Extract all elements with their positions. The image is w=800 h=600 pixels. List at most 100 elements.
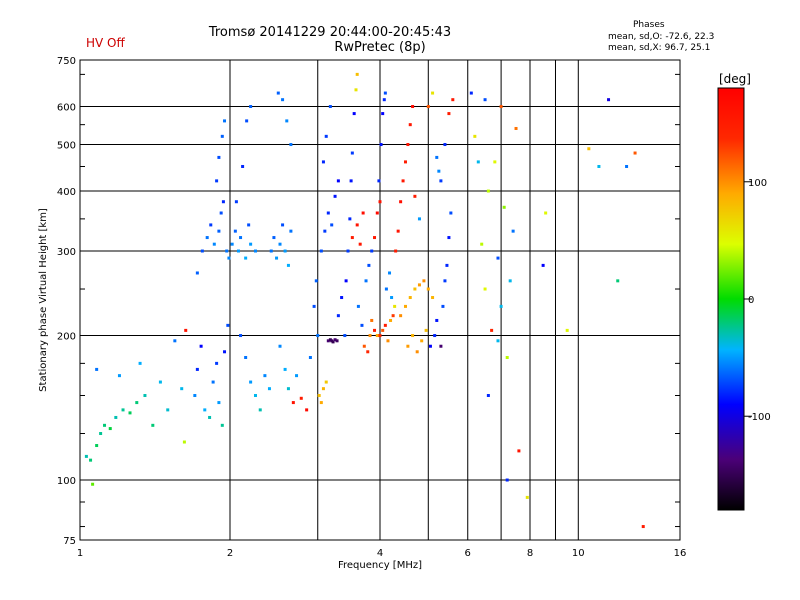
data-point (378, 200, 382, 204)
data-point (215, 361, 219, 365)
data-point (368, 334, 372, 338)
data-point (382, 98, 386, 102)
plot-frame (79, 59, 681, 541)
data-point (394, 249, 398, 253)
data-point (283, 249, 287, 253)
data-point (117, 374, 121, 378)
data-point (370, 249, 374, 253)
data-point (249, 242, 253, 246)
data-point (319, 401, 323, 405)
data-point (244, 355, 248, 359)
data-point (451, 98, 455, 102)
y-tick-label: 200 (57, 332, 76, 343)
data-point (323, 229, 327, 233)
data-point (408, 123, 412, 127)
data-point (633, 151, 637, 155)
data-point (128, 411, 132, 415)
data-point (299, 396, 303, 400)
data-point (326, 339, 330, 343)
y-tick-label: 75 (63, 536, 76, 547)
data-point (443, 143, 447, 147)
data-point (406, 344, 410, 348)
data-point (263, 374, 267, 378)
data-point (286, 263, 290, 267)
data-point (355, 223, 359, 227)
data-point (431, 296, 435, 300)
data-point (375, 334, 379, 338)
data-point (437, 169, 441, 173)
x-tick-label: 1 (77, 548, 83, 559)
data-point (233, 229, 237, 233)
data-point (249, 380, 253, 384)
data-point (469, 91, 473, 95)
data-point (483, 98, 487, 102)
data-point (312, 304, 316, 308)
data-point (625, 164, 629, 168)
data-point (343, 334, 347, 338)
data-point (200, 249, 204, 253)
y-tick-label: 400 (57, 187, 76, 198)
data-point (247, 223, 251, 227)
data-point (439, 179, 443, 183)
data-point (249, 105, 253, 109)
data-point (244, 256, 248, 260)
data-point (355, 72, 359, 76)
data-point (226, 323, 230, 327)
x-tick-labels: 1 2 4 6 8 10 16 (77, 548, 687, 559)
data-point (158, 380, 162, 384)
data-point (324, 134, 328, 138)
data-point (431, 91, 435, 95)
x-tick-label: 8 (527, 548, 533, 559)
x-axis-label: Frequency [MHz] (338, 560, 422, 571)
data-point (295, 374, 299, 378)
data-point (241, 164, 245, 168)
data-point (511, 229, 515, 233)
data-point (441, 304, 445, 308)
data-point (173, 339, 177, 343)
data-point (269, 249, 273, 253)
data-point (336, 314, 340, 318)
data-point (480, 242, 484, 246)
data-point (195, 271, 199, 275)
data-point (417, 217, 421, 221)
data-point (420, 339, 424, 343)
data-point (517, 449, 521, 453)
data-point (258, 408, 262, 412)
data-point (230, 242, 234, 246)
data-point (221, 200, 225, 204)
data-point (401, 179, 405, 183)
data-point (396, 229, 400, 233)
data-point (275, 256, 279, 260)
data-point (364, 279, 368, 283)
data-point (348, 217, 352, 221)
data-point (223, 350, 227, 354)
data-point (406, 143, 410, 147)
phases-stats-o: mean, sd,O: -72.6, 22.3 (608, 32, 715, 42)
colorbar-label: [deg] (719, 72, 751, 86)
data-point (445, 263, 449, 267)
data-point (417, 283, 421, 287)
y-tick-label: 500 (57, 141, 76, 152)
data-point (447, 112, 451, 116)
data-point (393, 304, 397, 308)
data-point (486, 394, 490, 398)
data-point (386, 339, 390, 343)
y-axis-label: Stationary phase Virtual Height [km] (38, 208, 49, 392)
x-tick-label: 4 (377, 548, 383, 559)
y-tick-label: 300 (57, 247, 76, 258)
data-point (447, 236, 451, 240)
data-point (278, 344, 282, 348)
data-point (502, 205, 506, 209)
x-tick-label: 10 (572, 548, 585, 559)
data-point (209, 223, 213, 227)
data-point (496, 339, 500, 343)
data-point (426, 105, 430, 109)
data-point (373, 236, 377, 240)
data-point (411, 105, 415, 109)
phases-stats-x: mean, sd,X: 96.7, 25.1 (608, 43, 711, 53)
data-point (587, 147, 591, 151)
data-point (388, 271, 392, 275)
data-point (390, 296, 394, 300)
data-point (199, 344, 203, 348)
